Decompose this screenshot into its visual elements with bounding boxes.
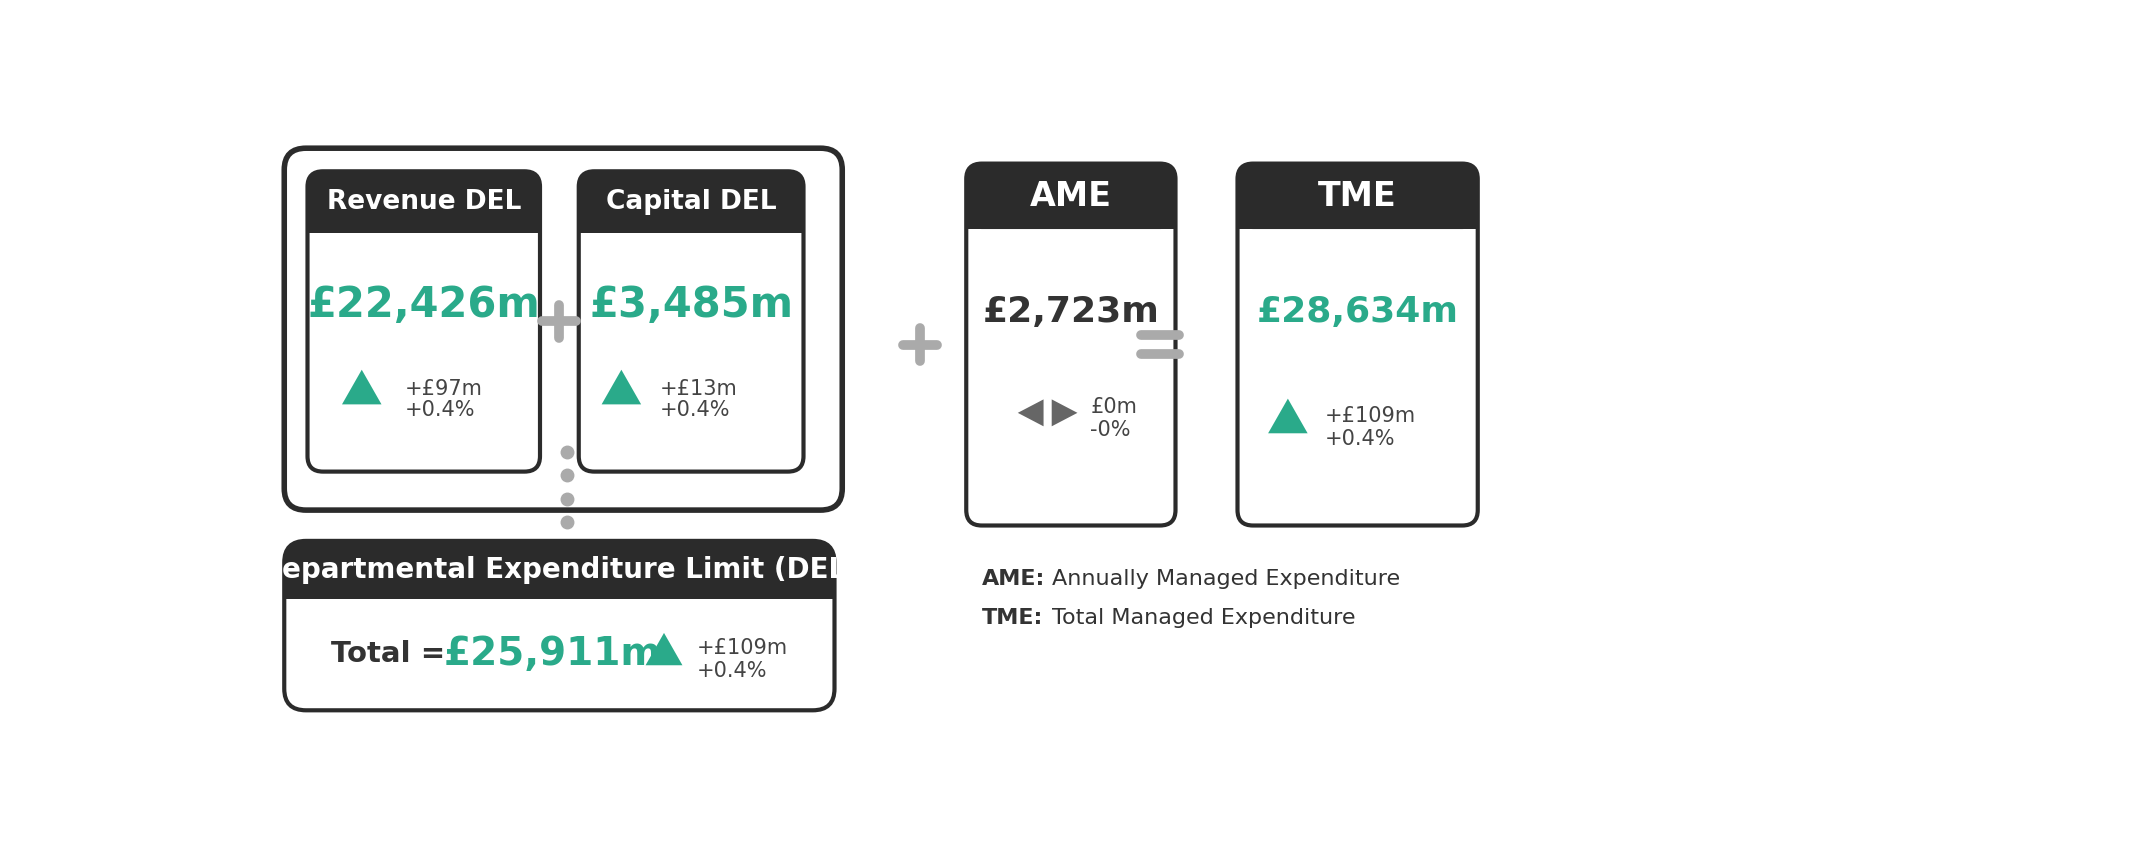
Text: Total Managed Expenditure: Total Managed Expenditure <box>1051 608 1354 628</box>
Text: Revenue DEL: Revenue DEL <box>327 189 520 215</box>
Text: +0.4%: +0.4% <box>660 400 731 420</box>
Text: £0m: £0m <box>1090 397 1137 416</box>
Text: +0.4%: +0.4% <box>404 400 475 420</box>
Polygon shape <box>342 370 381 405</box>
Text: AME: AME <box>1030 180 1112 212</box>
Polygon shape <box>1017 400 1043 427</box>
FancyBboxPatch shape <box>965 163 1176 229</box>
Text: Capital DEL: Capital DEL <box>606 189 776 215</box>
Text: Annually Managed Expenditure: Annually Managed Expenditure <box>1051 570 1400 589</box>
FancyBboxPatch shape <box>578 172 804 472</box>
Text: Departmental Expenditure Limit (DEL): Departmental Expenditure Limit (DEL) <box>260 556 860 584</box>
Text: +£109m: +£109m <box>1324 405 1417 426</box>
FancyBboxPatch shape <box>284 541 834 598</box>
Bar <box>284 575 834 598</box>
Text: £3,485m: £3,485m <box>589 284 793 326</box>
Text: TME:: TME: <box>983 608 1043 628</box>
Text: +0.4%: +0.4% <box>697 661 768 682</box>
Text: +£109m: +£109m <box>697 638 787 658</box>
Polygon shape <box>1268 399 1307 434</box>
Text: AME:: AME: <box>983 570 1045 589</box>
Polygon shape <box>1051 400 1077 427</box>
Text: TME: TME <box>1318 180 1398 212</box>
Text: Total =: Total = <box>331 641 445 668</box>
Text: -0%: -0% <box>1090 420 1131 439</box>
FancyBboxPatch shape <box>965 163 1176 525</box>
FancyBboxPatch shape <box>284 148 843 510</box>
FancyBboxPatch shape <box>284 541 834 711</box>
Text: £28,634m: £28,634m <box>1256 295 1458 329</box>
FancyBboxPatch shape <box>578 172 804 233</box>
FancyBboxPatch shape <box>1238 163 1477 229</box>
Text: +0.4%: +0.4% <box>1324 428 1395 449</box>
Polygon shape <box>602 370 641 405</box>
Bar <box>965 212 1176 229</box>
Bar <box>307 216 540 233</box>
Text: +£97m: +£97m <box>404 379 482 399</box>
Text: £2,723m: £2,723m <box>983 295 1159 329</box>
Bar <box>1238 212 1477 229</box>
Text: £22,426m: £22,426m <box>307 284 540 326</box>
FancyBboxPatch shape <box>307 172 540 233</box>
Text: £25,911m: £25,911m <box>443 636 662 673</box>
Text: +£13m: +£13m <box>660 379 737 399</box>
Polygon shape <box>645 633 682 666</box>
FancyBboxPatch shape <box>307 172 540 472</box>
Bar <box>578 216 804 233</box>
FancyBboxPatch shape <box>1238 163 1477 525</box>
